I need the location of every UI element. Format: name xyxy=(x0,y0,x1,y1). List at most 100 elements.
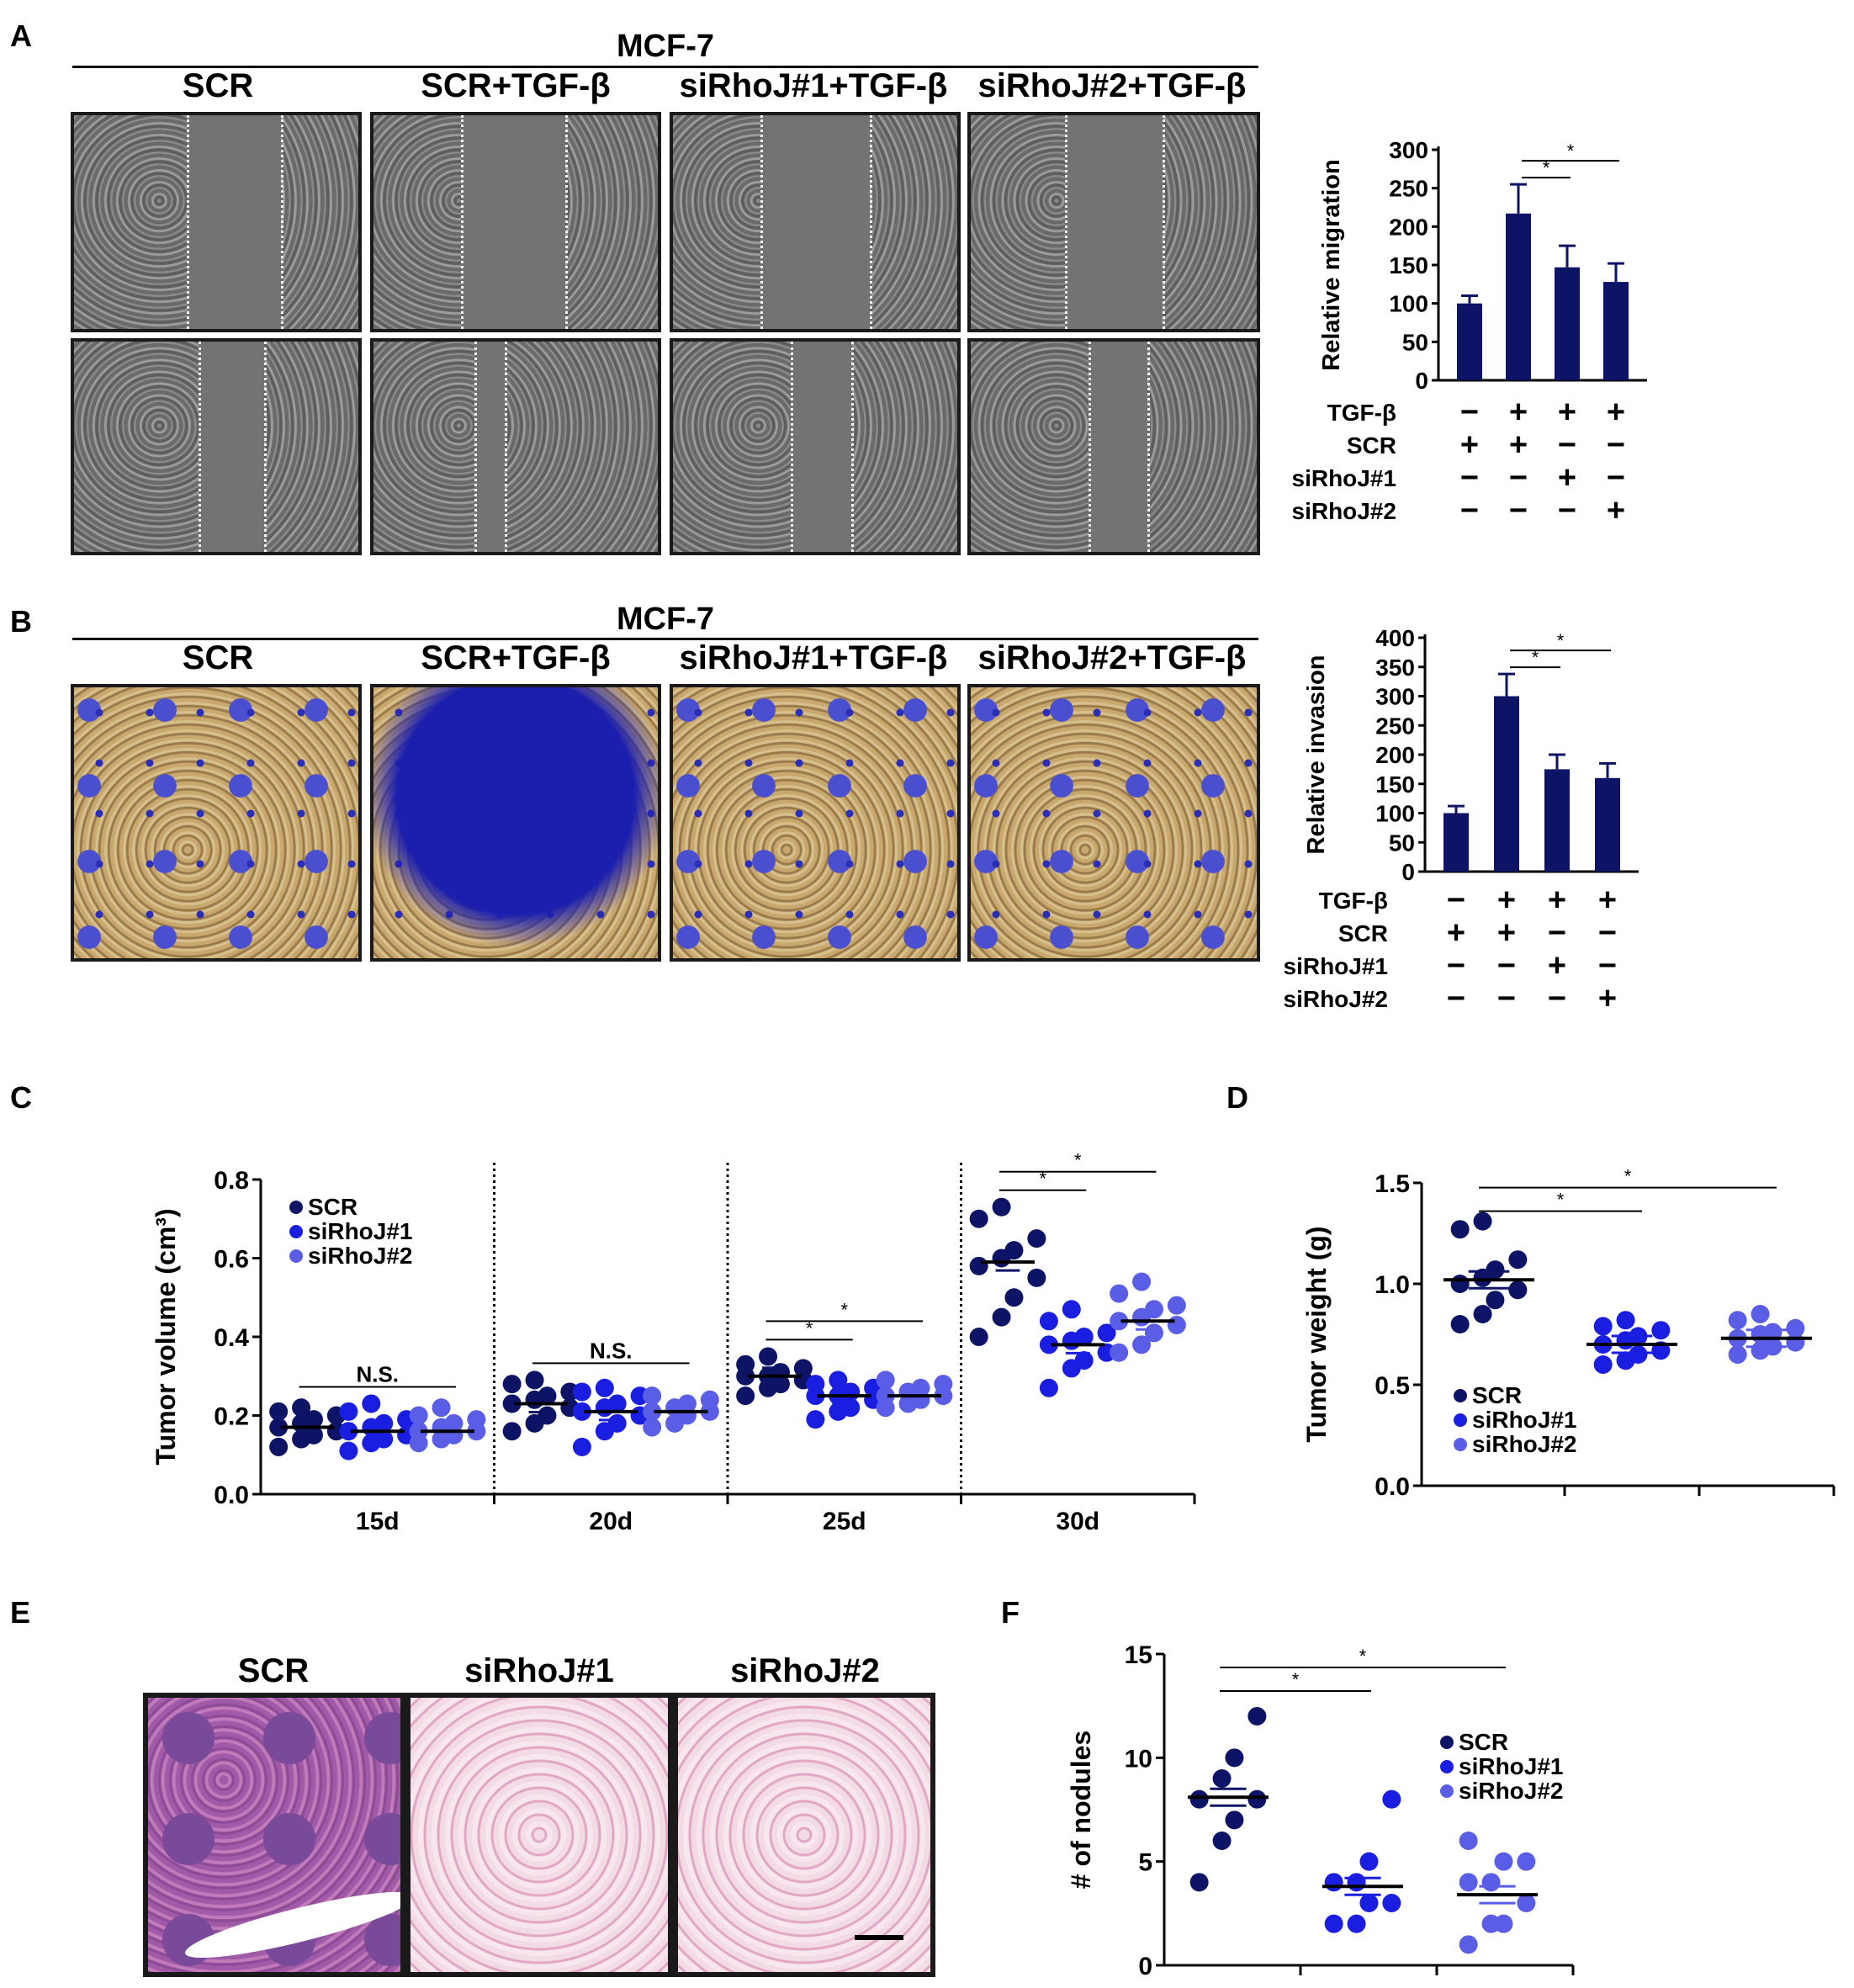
data-point xyxy=(1097,1323,1116,1343)
y-tick-label: 50 xyxy=(1402,329,1428,355)
data-point xyxy=(1508,1280,1528,1300)
data-point xyxy=(1786,1318,1805,1338)
data-point xyxy=(1225,1748,1244,1768)
significance-star: * xyxy=(1567,140,1575,162)
data-point xyxy=(1212,1832,1232,1850)
data-point xyxy=(1110,1343,1129,1362)
significance-star: * xyxy=(1532,647,1539,668)
significance-label: * xyxy=(1074,1150,1082,1171)
x-tick-label: 30d xyxy=(1056,1508,1099,1535)
invasion-image-sirhoj2 xyxy=(967,684,1260,962)
data-point xyxy=(992,1307,1011,1327)
y-axis-label: Relative invasion xyxy=(1303,655,1330,855)
panel-a-condition-3: siRhoJ#1+TGF-β xyxy=(679,67,948,104)
panel-label-d: D xyxy=(1226,1080,1248,1115)
y-tick-label: 50 xyxy=(1389,830,1415,856)
data-point xyxy=(643,1402,662,1421)
data-point xyxy=(1481,1873,1501,1892)
data-point xyxy=(292,1398,311,1418)
treatment-row-label: TGF-β xyxy=(1327,400,1396,426)
wound-image-sirhoj1-0h xyxy=(670,112,961,332)
data-point xyxy=(409,1422,428,1441)
data-point xyxy=(1144,1323,1163,1343)
treatment-symbol: − xyxy=(1447,981,1465,1016)
significance-star: * xyxy=(1359,1646,1367,1667)
bar xyxy=(1457,303,1482,380)
treatment-symbol: − xyxy=(1598,948,1617,983)
data-point xyxy=(1494,1852,1513,1871)
data-point xyxy=(1494,1914,1513,1933)
treatment-row-label: siRhoJ#2 xyxy=(1284,986,1389,1012)
data-point xyxy=(1247,1707,1267,1726)
panel-e-condition-1: SCR xyxy=(237,1652,310,1689)
data-point xyxy=(1062,1300,1081,1319)
bar xyxy=(1443,813,1469,872)
legend-label: siRhoJ#2 xyxy=(308,1243,413,1269)
data-point xyxy=(736,1354,755,1374)
data-point xyxy=(736,1386,755,1406)
data-point xyxy=(1225,1810,1244,1830)
lung-histology-sirhoj1 xyxy=(405,1693,673,1977)
data-point xyxy=(806,1375,825,1394)
chart-invasion: 0 50 100 150 200 250 300 350 400 Relative invasio… xyxy=(1284,625,1639,1016)
data-point xyxy=(1459,1935,1478,1954)
data-point xyxy=(1324,1873,1343,1892)
treatment-symbol: − xyxy=(1460,460,1479,496)
wound-image-scr-tgf-24h xyxy=(370,338,661,555)
y-tick-label: 350 xyxy=(1375,655,1415,681)
panel-b-condition-2: SCR+TGF-β xyxy=(421,639,611,676)
panel-b-header-rule xyxy=(72,638,1258,640)
data-point xyxy=(1132,1335,1152,1354)
data-point xyxy=(1616,1311,1635,1330)
data-point xyxy=(1728,1345,1747,1364)
y-axis-label: Tumor volume (cm³) xyxy=(151,1208,181,1465)
chart-tumor-volume: 0.0 0.2 0.4 0.6 0.8 Tumor volume (cm³) 15d N.S.… xyxy=(151,1150,1196,1535)
treatment-symbol: − xyxy=(1607,460,1625,496)
data-point xyxy=(1450,1220,1470,1239)
panel-b-condition-1: SCR xyxy=(182,639,254,676)
y-tick-label: 0 xyxy=(1415,368,1428,394)
data-point xyxy=(1450,1315,1470,1333)
lung-histology-scr xyxy=(143,1693,405,1977)
wound-image-sirhoj1-24h xyxy=(670,338,961,555)
significance-label: N.S. xyxy=(356,1361,399,1386)
data-point xyxy=(572,1382,591,1402)
data-point xyxy=(1189,1873,1209,1892)
legend-label: SCR xyxy=(1459,1729,1508,1755)
data-point xyxy=(700,1390,719,1409)
y-tick-label: 100 xyxy=(1389,291,1428,317)
y-tick-label: 250 xyxy=(1389,176,1428,202)
panel-a-condition-4: siRhoJ#2+TGF-β xyxy=(977,67,1247,104)
panel-a-condition-1: SCR xyxy=(182,67,254,104)
panel-a-header-rule xyxy=(72,66,1258,68)
wound-image-scr-tgf-0h xyxy=(370,112,661,332)
data-point xyxy=(1486,1260,1505,1280)
treatment-symbol: + xyxy=(1598,883,1617,918)
legend-marker xyxy=(1440,1760,1454,1773)
data-point xyxy=(1074,1351,1094,1370)
bar xyxy=(1506,213,1531,380)
treatment-symbol: − xyxy=(1509,460,1528,496)
panel-a-condition-2: SCR+TGF-β xyxy=(421,67,611,104)
data-point xyxy=(1382,1789,1401,1809)
data-point xyxy=(1629,1345,1648,1364)
data-point xyxy=(269,1437,289,1456)
y-tick-label: 0 xyxy=(1138,1953,1152,1980)
treatment-symbol: − xyxy=(1558,427,1576,463)
data-point xyxy=(269,1402,289,1421)
x-tick-label: 15d xyxy=(356,1508,400,1535)
panel-a-cell-line: MCF-7 xyxy=(616,29,715,64)
data-point xyxy=(1459,1832,1478,1850)
treatment-symbol: + xyxy=(1607,395,1625,430)
data-point xyxy=(1110,1284,1129,1303)
panel-label-e: E xyxy=(10,1595,31,1630)
data-point xyxy=(806,1410,825,1429)
y-tick-label: 250 xyxy=(1375,713,1415,739)
data-point xyxy=(1359,1894,1379,1912)
y-tick-label: 0.6 xyxy=(214,1246,249,1274)
treatment-symbol: − xyxy=(1509,493,1528,528)
treatment-symbol: − xyxy=(1558,493,1576,528)
legend-label: siRhoJ#1 xyxy=(308,1218,413,1244)
data-point xyxy=(1382,1894,1401,1912)
